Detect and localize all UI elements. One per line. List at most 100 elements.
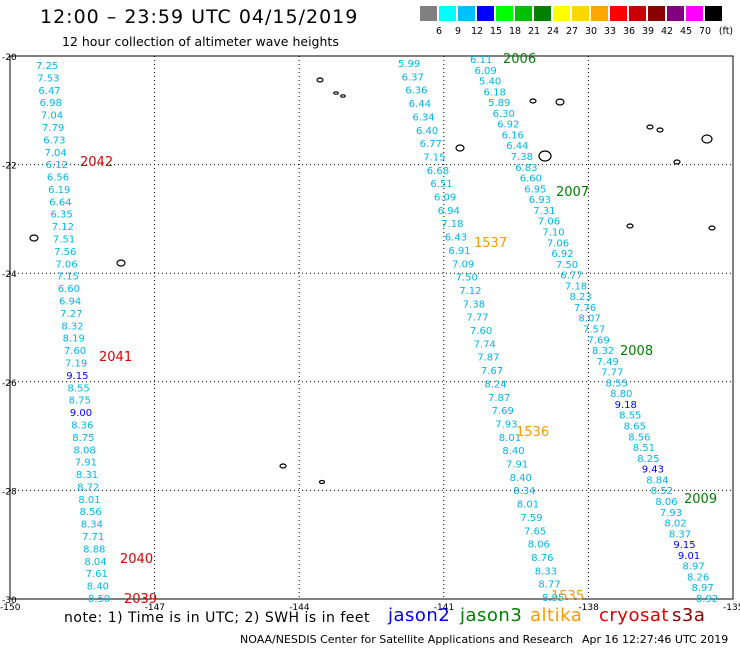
scale-label-24: 24 bbox=[546, 26, 560, 37]
credit-text: NOAA/NESDIS Center for Satellite Applica… bbox=[240, 633, 574, 646]
scale-swatch-27 bbox=[572, 6, 589, 21]
lat-tick-label: -24 bbox=[2, 270, 17, 280]
wave-height-value: 7.06 bbox=[547, 238, 569, 249]
island-outline bbox=[708, 225, 716, 231]
wave-height-value: 7.31 bbox=[533, 206, 555, 217]
wave-height-value: 6.18 bbox=[484, 87, 506, 98]
wave-height-value: 8.23 bbox=[569, 292, 591, 303]
scale-swatch-42 bbox=[667, 6, 684, 21]
legend-altika: altika bbox=[530, 605, 583, 626]
pass-time-label: 2006 bbox=[503, 52, 536, 67]
island-outline bbox=[656, 127, 664, 133]
wave-height-value: 6.43 bbox=[445, 233, 467, 244]
wave-height-value: 6.19 bbox=[48, 185, 70, 196]
wave-height-value: 7.06 bbox=[55, 259, 77, 270]
wave-height-value: 6.73 bbox=[43, 135, 65, 146]
west-pass: 7.257.536.476.987.047.796.737.046.126.56… bbox=[36, 61, 110, 605]
scale-swatch-39 bbox=[648, 6, 665, 21]
wave-height-value: 7.50 bbox=[456, 273, 478, 284]
wave-height-value: 7.93 bbox=[660, 508, 682, 519]
scale-swatch-33 bbox=[610, 6, 627, 21]
wave-height-value: 8.72 bbox=[77, 482, 99, 493]
wave-height-value: 6.95 bbox=[524, 184, 546, 195]
wave-height-value: 6.60 bbox=[58, 284, 80, 295]
wave-height-value: 7.77 bbox=[601, 368, 623, 379]
wave-height-value: 8.32 bbox=[592, 346, 614, 357]
wave-height-value: 7.79 bbox=[42, 123, 64, 134]
wave-height-value: 8.33 bbox=[535, 566, 557, 577]
wave-height-value: 6.30 bbox=[493, 109, 515, 120]
wave-height-value: 7.69 bbox=[492, 406, 514, 417]
wave-height-value: 6.91 bbox=[448, 246, 470, 257]
scale-swatch-30 bbox=[591, 6, 608, 21]
wave-height-value: 8.80 bbox=[610, 389, 632, 400]
wave-height-value: 8.34 bbox=[513, 486, 535, 497]
wave-height-value: 8.75 bbox=[69, 396, 91, 407]
lat-tick-label: -30 bbox=[2, 596, 17, 606]
wave-height-value: 6.11 bbox=[470, 55, 492, 66]
wave-height-value: 6.09 bbox=[475, 66, 497, 77]
lon-tick-label: -150 bbox=[0, 603, 21, 613]
wave-height-value: 8.92 bbox=[696, 594, 718, 605]
lat-tick-label: -20 bbox=[2, 53, 17, 63]
wave-height-value: 7.04 bbox=[41, 111, 63, 122]
island-outline bbox=[673, 159, 681, 165]
scale-label-6: 6 bbox=[435, 26, 443, 37]
pass-time-label: 2041 bbox=[99, 350, 132, 365]
wave-height-value: 7.60 bbox=[64, 346, 86, 357]
wave-height-value: 8.01 bbox=[78, 495, 100, 506]
pass-time-labels: 2042 2041 2040 2039 1537 1536 1535 2006 2007 2008… bbox=[80, 52, 717, 607]
scale-unit-label: (ft) bbox=[718, 26, 734, 37]
wave-height-value: 5.99 bbox=[398, 59, 420, 70]
island-outline bbox=[318, 479, 326, 485]
wave-height-value: 8.32 bbox=[61, 321, 83, 332]
wave-height-value: 7.87 bbox=[488, 393, 510, 404]
wave-height-value: 8.01 bbox=[499, 433, 521, 444]
wave-height-value: 7.12 bbox=[459, 286, 481, 297]
wave-height-value: 6.12 bbox=[46, 160, 68, 171]
scale-label-12: 12 bbox=[470, 26, 484, 37]
wave-height-value: 7.61 bbox=[86, 569, 108, 580]
wave-height-value: 8.88 bbox=[83, 544, 105, 555]
wave-height-value: 8.06 bbox=[655, 497, 677, 508]
wave-height-value: 6.34 bbox=[412, 112, 434, 123]
wave-height-value: 7.19 bbox=[65, 358, 87, 369]
map-title: 12:00 – 23:59 UTC 04/15/2019 bbox=[40, 6, 359, 28]
scale-swatch-21 bbox=[534, 6, 551, 21]
scale-swatch-70 bbox=[705, 6, 722, 21]
island-outline bbox=[626, 223, 634, 229]
island-outline bbox=[340, 94, 346, 98]
lat-tick-label: -22 bbox=[2, 162, 17, 172]
scale-swatch-45 bbox=[686, 6, 703, 21]
wave-height-value: 5.40 bbox=[479, 77, 501, 88]
wave-height-value: 8.50 bbox=[88, 594, 110, 605]
wave-height-value: 6.98 bbox=[40, 98, 62, 109]
wave-height-value: 7.56 bbox=[54, 247, 76, 258]
map-subtitle: 12 hour collection of altimeter wave hei… bbox=[62, 34, 339, 49]
wave-height-value: 6.40 bbox=[416, 126, 438, 137]
wave-height-value: 9.18 bbox=[615, 400, 637, 411]
pass-time-label: 1536 bbox=[516, 425, 549, 440]
wave-height-value: 8.75 bbox=[72, 433, 94, 444]
wave-height-value: 7.74 bbox=[474, 339, 496, 350]
wave-height-value: 6.35 bbox=[51, 210, 73, 221]
map-axis-labels: -20 -22 -24 -26 -28 -30-150 -147 -144 -141 -138 -1… bbox=[0, 53, 740, 613]
island-outline bbox=[316, 77, 324, 83]
wave-height-value: 8.40 bbox=[510, 473, 532, 484]
footer-note: note: 1) Time is in UTC; 2) SWH is in fe… bbox=[64, 610, 371, 626]
wave-height-value: 8.52 bbox=[651, 486, 673, 497]
wave-height-value: 7.57 bbox=[583, 325, 605, 336]
wave-height-value: 6.44 bbox=[506, 141, 528, 152]
east-pass: 6.116.095.406.185.896.306.926.166.447.38… bbox=[470, 55, 718, 605]
wave-height-value: 9.00 bbox=[70, 408, 92, 419]
wave-height-value: 7.51 bbox=[53, 235, 75, 246]
scale-label-33: 33 bbox=[603, 26, 617, 37]
map-frame bbox=[9, 55, 734, 600]
wave-height-value: 7.65 bbox=[524, 526, 546, 537]
scale-label-36: 36 bbox=[622, 26, 636, 37]
wave-height-value: 6.51 bbox=[430, 179, 452, 190]
pass-time-label: 2008 bbox=[620, 344, 653, 359]
wave-height-value: 6.94 bbox=[59, 297, 81, 308]
scale-label-30: 30 bbox=[584, 26, 598, 37]
wave-height-value: 7.71 bbox=[82, 532, 104, 543]
